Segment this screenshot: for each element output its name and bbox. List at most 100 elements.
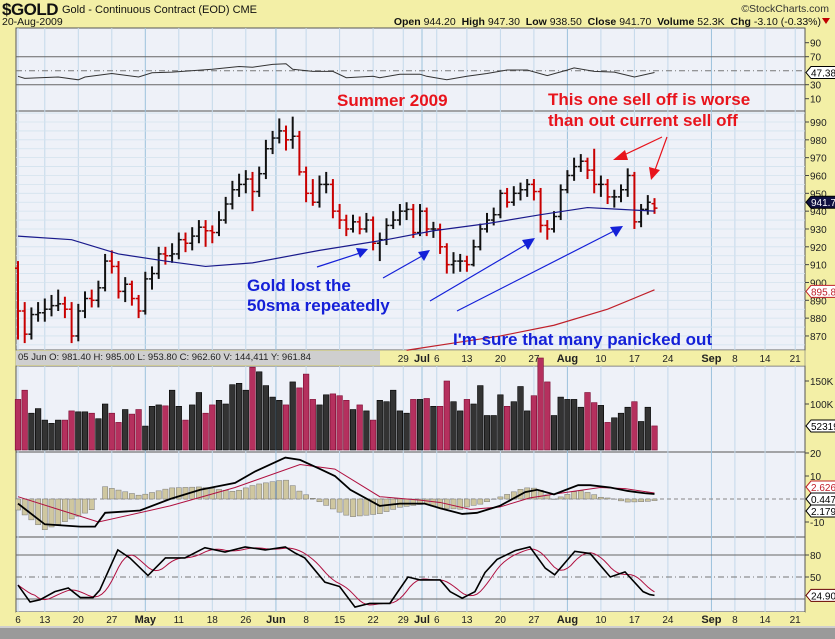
stoch-background: [16, 537, 805, 612]
volume-bar: [404, 413, 410, 450]
date-tick-label: 14: [759, 615, 771, 626]
macd-histogram-bar: [89, 499, 94, 510]
macd-histogram-bar: [324, 499, 329, 505]
macd-histogram-bar: [357, 499, 362, 516]
volume-bar: [357, 405, 363, 450]
date-tick-label: 10: [595, 354, 607, 365]
macd-histogram-bar: [304, 495, 309, 499]
volume-bar: [337, 396, 343, 450]
volume-bar: [491, 416, 497, 451]
macd-histogram-bar: [618, 499, 623, 501]
macd-histogram-bar: [498, 497, 503, 499]
date-tick-label: Sep: [701, 614, 721, 626]
macd-histogram-bar: [478, 499, 483, 504]
macd-histogram-bar: [277, 481, 282, 499]
macd-histogram-bar: [123, 492, 128, 499]
macd-histogram-bar: [592, 495, 597, 499]
date-tick-label: 24: [662, 615, 674, 626]
macd-histogram-bar: [645, 499, 650, 501]
volume-bar: [270, 397, 276, 450]
date-tick-label: 17: [629, 615, 641, 626]
volume-bar: [183, 420, 189, 450]
date-tick-label: 20: [495, 615, 507, 626]
volume-bar: [612, 418, 618, 450]
macd-histogram-bar: [632, 499, 637, 502]
volume-bar: [196, 393, 202, 451]
volume-bar: [216, 400, 222, 450]
macd-histogram-bar: [129, 493, 134, 499]
volume-bar: [42, 420, 48, 450]
volume-bar: [89, 413, 95, 450]
date-tick-label: 13: [39, 615, 51, 626]
volume-bar: [129, 414, 135, 450]
date-tick-label: 29: [398, 615, 410, 626]
volume-bar: [102, 404, 108, 450]
volume-bar: [471, 404, 477, 450]
volume-bar: [431, 406, 437, 450]
stoch-last-label: 24.90: [811, 591, 835, 602]
volume-bar: [82, 412, 88, 450]
date-tick-label: Jun: [266, 614, 286, 626]
volume-bar: [571, 399, 577, 450]
macd-histogram-bar: [585, 492, 590, 499]
volume-bar: [49, 423, 55, 450]
macd-histogram-bar: [337, 499, 342, 512]
axis-tick-label: 100K: [810, 400, 834, 411]
volume-bar: [464, 399, 470, 450]
volume-bar: [76, 412, 82, 450]
axis-tick-label: 910: [810, 261, 827, 272]
volume-bar: [377, 400, 383, 450]
volume-bar: [230, 385, 236, 450]
horizontal-scrollbar[interactable]: [0, 626, 835, 639]
macd-histogram-bar: [652, 499, 657, 501]
date-tick-label: 13: [461, 354, 473, 365]
date-tick-label: 14: [759, 354, 771, 365]
volume-bar: [143, 426, 149, 450]
volume-bar: [317, 405, 323, 450]
volume-bar: [511, 402, 517, 450]
macd-histogram-bar: [149, 492, 154, 499]
volume-bar: [350, 410, 356, 450]
volume-bar: [310, 399, 316, 450]
volume-bar: [169, 390, 175, 450]
volume-bar: [163, 406, 169, 450]
macd-histogram-bar: [330, 499, 335, 509]
macd-histogram-bar: [109, 488, 114, 499]
date-tick-label: 22: [368, 615, 380, 626]
annotation-gold-lost-1: Gold lost the: [247, 276, 351, 296]
volume-bar: [585, 393, 591, 451]
axis-tick-label: 10: [810, 95, 822, 106]
volume-bar: [578, 407, 584, 450]
macd-histogram-bar: [625, 499, 630, 502]
axis-tick-label: 870: [810, 332, 827, 343]
macd-histogram-bar: [103, 487, 108, 499]
rsi-last-label: 47.38: [811, 69, 835, 80]
axis-tick-label: 920: [810, 243, 827, 254]
macd-histogram-bar: [263, 483, 268, 499]
volume-bar: [384, 402, 390, 450]
volume-bar: [397, 411, 403, 450]
date-tick-label: 17: [629, 354, 641, 365]
macd-histogram-bar: [156, 491, 161, 499]
macd-histogram-bar: [605, 498, 610, 499]
macd-histogram-bar: [404, 499, 409, 506]
axis-tick-label: 90: [810, 39, 822, 50]
date-tick-label: Jul: [414, 353, 430, 365]
axis-tick-label: 20: [810, 449, 822, 460]
macd-histogram-bar: [237, 490, 242, 499]
macd-histogram-bar: [290, 486, 295, 499]
volume-bar: [652, 426, 658, 450]
macd-histogram-bar: [471, 499, 476, 505]
axis-tick-label: 150K: [810, 377, 834, 388]
macd-histogram-bar: [56, 499, 61, 524]
volume-bar: [156, 405, 162, 450]
volume-bar: [22, 390, 28, 450]
volume-bar: [62, 420, 68, 450]
volume-bar: [323, 395, 329, 450]
macd-histogram-last-label: 0.447: [811, 495, 835, 506]
date-tick-label: 21: [790, 354, 802, 365]
volume-bar: [518, 387, 524, 450]
date-tick-label: May: [135, 614, 157, 626]
date-tick-label: 6: [434, 354, 440, 365]
macd-histogram-bar: [82, 499, 87, 513]
